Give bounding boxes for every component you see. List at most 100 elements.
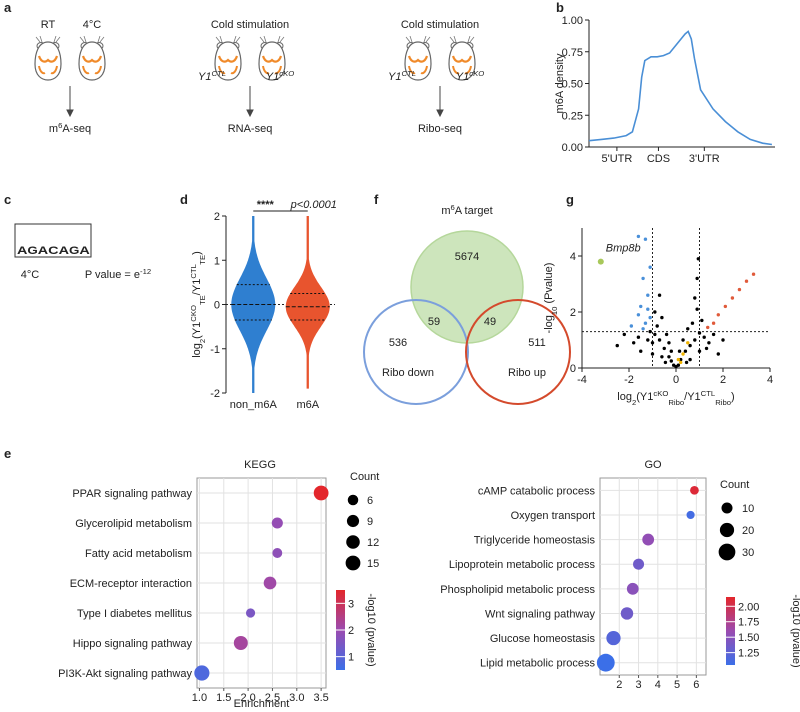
panel-a-graphics (33, 36, 477, 118)
x-tick-label: 1.0 (192, 692, 207, 704)
size-legend-key (721, 502, 733, 514)
point (702, 335, 706, 339)
x-axis-label-part: Ribo (668, 398, 684, 407)
x-axis-label-part: Ribo (715, 398, 731, 407)
point (650, 352, 655, 356)
x-tick-label: 2 (616, 679, 622, 691)
category-label: Glucose homeostasis (490, 633, 596, 645)
bubble (245, 608, 256, 618)
category-label: PPAR signaling pathway (72, 488, 192, 500)
point (688, 343, 692, 348)
genotype-label-part: cKO (469, 69, 484, 78)
density-line (588, 30, 773, 146)
assay-label-part: m (49, 123, 58, 135)
y-axis-label-part: -log (543, 315, 555, 333)
arrows (66, 86, 444, 118)
panel-label: g (566, 192, 574, 207)
bubble (626, 582, 639, 595)
bubble (194, 665, 210, 681)
x-axis-label-part: (Y1 (636, 391, 653, 403)
point (629, 324, 634, 328)
colorbar (726, 597, 735, 665)
point (663, 360, 668, 365)
x-tick-label: 5'UTR (601, 153, 632, 165)
point (669, 349, 673, 353)
size-legend-label: 9 (367, 516, 373, 528)
point (684, 360, 689, 365)
bubble (620, 607, 634, 620)
point (711, 332, 716, 337)
significance-stars: **** (257, 199, 275, 211)
category-label: ECM-receptor interaction (70, 578, 192, 590)
y-axis-label-part: 10 (550, 307, 559, 316)
mouse-icon (77, 36, 107, 82)
assay-label: Ribo-seq (418, 123, 462, 135)
point (683, 349, 688, 353)
panel-label: b (556, 0, 564, 15)
assay-label-part: 6 (58, 121, 62, 130)
point (622, 332, 626, 337)
category-label: Oxygen transport (511, 510, 595, 522)
size-legend-label: 20 (742, 525, 754, 537)
point (597, 258, 604, 265)
point (695, 276, 699, 281)
bubble (642, 533, 655, 546)
panel-label: e (4, 446, 11, 461)
assay-label-part: RNA-seq (228, 123, 273, 135)
y-tick-label: 2 (214, 211, 220, 223)
x-tick-label: m6A (296, 399, 319, 411)
motif-letter: G (69, 245, 79, 257)
bubble (233, 636, 248, 650)
venn-count: 5674 (455, 251, 479, 263)
y-tick-label: 0.50 (562, 79, 583, 91)
motif-letter: C (48, 245, 58, 257)
panel-label: a (4, 0, 12, 15)
y-tick-label: 0 (570, 363, 576, 375)
point (676, 357, 681, 362)
point (639, 304, 643, 309)
point (662, 346, 666, 351)
venn-count: 49 (484, 316, 496, 328)
genotype-label: Y1cKO (266, 69, 294, 84)
violin (285, 216, 330, 389)
point (636, 313, 641, 317)
size-legend-label: 30 (742, 547, 754, 559)
point (648, 329, 652, 334)
size-legend-label: 10 (742, 503, 754, 515)
point (690, 321, 695, 325)
x-tick-label: 1.5 (216, 692, 231, 704)
size-legend-title: Count (720, 479, 749, 491)
x-tick-label: 2 (720, 374, 726, 386)
group-header: Cold stimulation (401, 19, 479, 31)
motif-letter: A (79, 245, 89, 257)
motif-letter: G (27, 245, 37, 257)
y-axis-label: m6A density (554, 53, 566, 113)
size-legend-key (347, 494, 359, 506)
point (636, 234, 641, 239)
venn-title-part: 6 (450, 203, 454, 212)
bubble (596, 653, 615, 672)
bubble (606, 630, 621, 646)
y-tick-label: -2 (210, 388, 220, 400)
point (657, 338, 662, 342)
point (667, 341, 671, 345)
panel-label: f (374, 192, 379, 207)
point (679, 357, 683, 362)
genotype-label-part: CTL (401, 69, 416, 78)
venn-count: 59 (428, 316, 440, 328)
venn-title-part: A target (455, 205, 493, 217)
colorbar-title: -log10 (pvalue) (790, 594, 800, 667)
size-legend-key (719, 522, 735, 538)
genotype-label-part: CTL (211, 69, 226, 78)
x-tick-label: 0 (673, 374, 679, 386)
genotype-label-part: Y1 (456, 71, 469, 83)
x-tick-label: 3 (635, 679, 641, 691)
x-tick-label: CDS (647, 153, 670, 165)
plot-panel (599, 477, 707, 676)
size-legend-key (346, 514, 360, 528)
point (650, 341, 655, 345)
motif-letter: A (38, 245, 48, 257)
p-value-label-part: P value = e (85, 269, 140, 281)
mouse-icon (33, 36, 63, 82)
point (730, 296, 735, 300)
